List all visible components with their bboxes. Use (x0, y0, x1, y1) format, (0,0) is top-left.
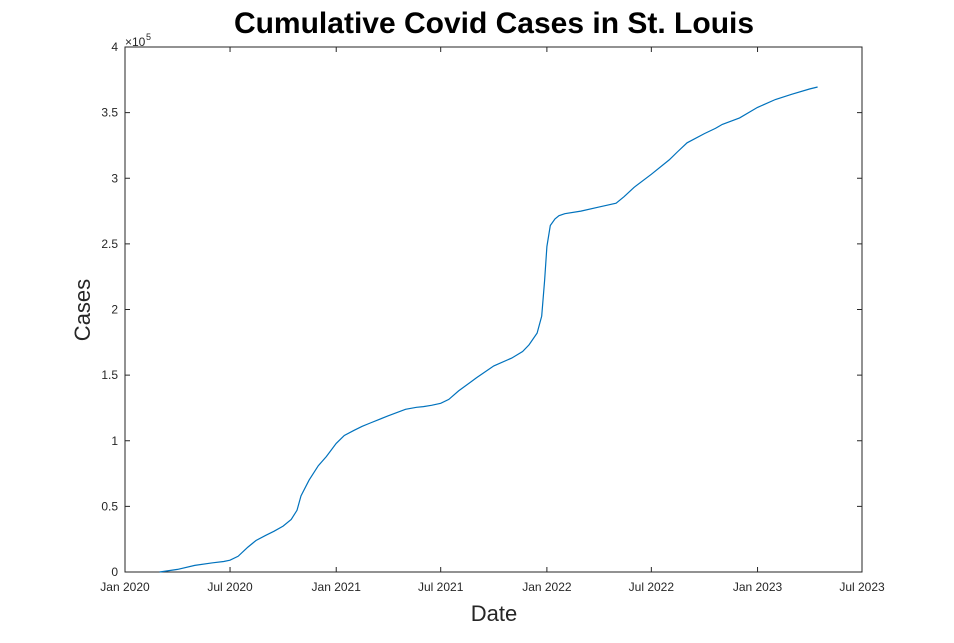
y-tick-label: 0 (111, 565, 118, 579)
y-tick-label: 0.5 (101, 499, 118, 513)
y-axis-exponent-power: 5 (146, 32, 151, 42)
x-axis-label: Date (471, 601, 517, 626)
y-axis: 0 0.5 1 1.5 2 2.5 3 3.5 4 (101, 40, 862, 579)
x-tick-label: Jan 2020 (100, 580, 150, 594)
y-tick-label: 2 (111, 303, 118, 317)
y-tick-label: 1.5 (101, 368, 118, 382)
x-axis: Jan 2020 Jul 2020 Jan 2021 Jul 2021 Jan 2022… (100, 47, 885, 594)
x-tick-label: Jan 2021 (312, 580, 362, 594)
x-tick-label: Jan 2023 (733, 580, 783, 594)
y-tick-label: 2.5 (101, 237, 118, 251)
y-tick-label: 3 (111, 171, 118, 185)
plot-box (124, 46, 863, 573)
x-tick-label: Jul 2023 (839, 580, 885, 594)
y-axis-exponent: ×10 5 (125, 32, 151, 49)
x-tick-label: Jul 2021 (418, 580, 464, 594)
y-tick-label: 3.5 (101, 106, 118, 120)
x-tick-label: Jul 2020 (207, 580, 253, 594)
y-tick-label: 4 (111, 40, 118, 54)
x-tick-label: Jul 2022 (629, 580, 675, 594)
y-tick-label: 1 (111, 434, 118, 448)
chart-title: Cumulative Covid Cases in St. Louis (234, 7, 754, 40)
y-axis-exponent-base: ×10 (125, 35, 146, 49)
x-tick-label: Jan 2022 (522, 580, 572, 594)
y-axis-label: Cases (70, 279, 95, 341)
plot-area (124, 46, 863, 573)
series-line-cumulative-cases (159, 86, 818, 573)
series-layer (159, 86, 818, 573)
